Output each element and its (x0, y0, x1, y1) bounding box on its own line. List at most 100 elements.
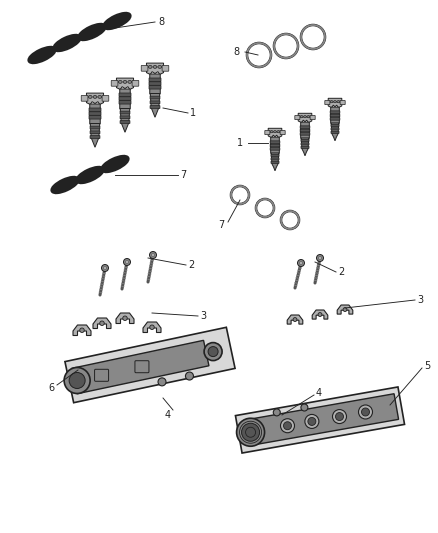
FancyBboxPatch shape (150, 74, 160, 94)
FancyBboxPatch shape (301, 140, 309, 142)
FancyBboxPatch shape (271, 137, 279, 154)
FancyBboxPatch shape (301, 146, 309, 148)
Ellipse shape (158, 66, 162, 68)
Polygon shape (146, 63, 163, 75)
Ellipse shape (98, 95, 102, 98)
FancyBboxPatch shape (120, 116, 130, 119)
Polygon shape (90, 124, 100, 147)
Circle shape (149, 252, 156, 259)
Circle shape (301, 404, 308, 411)
Text: 8: 8 (233, 47, 239, 57)
FancyBboxPatch shape (150, 96, 160, 99)
Ellipse shape (337, 101, 340, 103)
Polygon shape (93, 318, 111, 328)
FancyBboxPatch shape (149, 78, 161, 82)
Text: 3: 3 (200, 311, 206, 321)
FancyBboxPatch shape (340, 100, 345, 104)
Circle shape (280, 419, 294, 433)
FancyBboxPatch shape (301, 143, 309, 145)
Polygon shape (116, 313, 134, 324)
Polygon shape (301, 138, 309, 156)
Ellipse shape (307, 116, 310, 118)
FancyBboxPatch shape (132, 80, 139, 86)
Circle shape (273, 409, 280, 416)
Polygon shape (331, 123, 339, 141)
Circle shape (150, 325, 154, 329)
Polygon shape (318, 256, 322, 260)
FancyBboxPatch shape (330, 118, 340, 120)
Polygon shape (248, 394, 399, 445)
Text: 5: 5 (424, 361, 430, 371)
FancyBboxPatch shape (310, 116, 315, 119)
Polygon shape (71, 341, 209, 394)
Circle shape (343, 308, 347, 311)
Polygon shape (150, 93, 160, 117)
Ellipse shape (330, 101, 333, 103)
Ellipse shape (54, 36, 80, 51)
Text: 3: 3 (417, 295, 423, 305)
FancyBboxPatch shape (300, 126, 310, 128)
FancyBboxPatch shape (331, 128, 339, 130)
Ellipse shape (118, 80, 122, 83)
Ellipse shape (304, 116, 307, 118)
FancyBboxPatch shape (81, 95, 88, 101)
FancyBboxPatch shape (271, 161, 279, 163)
FancyBboxPatch shape (120, 89, 130, 109)
Polygon shape (125, 261, 129, 263)
Polygon shape (151, 254, 155, 256)
Text: 2: 2 (188, 260, 194, 270)
Ellipse shape (29, 47, 55, 62)
Circle shape (64, 367, 90, 393)
FancyBboxPatch shape (111, 80, 118, 86)
Polygon shape (312, 310, 328, 319)
FancyBboxPatch shape (150, 106, 160, 108)
Circle shape (102, 264, 109, 271)
FancyBboxPatch shape (270, 148, 280, 150)
FancyBboxPatch shape (162, 66, 169, 71)
FancyBboxPatch shape (119, 101, 131, 104)
Ellipse shape (104, 13, 130, 28)
Circle shape (317, 254, 324, 262)
Text: 2: 2 (338, 267, 344, 277)
FancyBboxPatch shape (150, 101, 160, 104)
Polygon shape (143, 322, 161, 333)
Circle shape (242, 423, 260, 441)
Ellipse shape (153, 66, 157, 68)
Ellipse shape (88, 95, 92, 98)
Ellipse shape (79, 25, 105, 39)
FancyBboxPatch shape (89, 108, 101, 111)
FancyBboxPatch shape (149, 86, 161, 89)
Circle shape (293, 318, 297, 321)
FancyBboxPatch shape (90, 136, 100, 139)
FancyBboxPatch shape (295, 116, 300, 119)
FancyBboxPatch shape (95, 369, 109, 381)
Text: 7: 7 (218, 220, 224, 230)
Ellipse shape (77, 167, 103, 182)
FancyBboxPatch shape (300, 129, 310, 132)
FancyBboxPatch shape (330, 114, 340, 117)
Circle shape (158, 378, 166, 386)
Ellipse shape (277, 131, 280, 133)
Circle shape (124, 259, 131, 265)
Polygon shape (117, 78, 134, 90)
FancyBboxPatch shape (271, 158, 279, 160)
FancyBboxPatch shape (331, 131, 339, 133)
Circle shape (297, 260, 304, 266)
Polygon shape (73, 325, 91, 335)
FancyBboxPatch shape (90, 104, 100, 124)
Circle shape (185, 372, 194, 380)
FancyBboxPatch shape (270, 144, 280, 147)
Ellipse shape (128, 80, 132, 83)
Ellipse shape (52, 177, 78, 192)
Polygon shape (268, 128, 282, 138)
Ellipse shape (333, 101, 336, 103)
Polygon shape (299, 262, 303, 264)
FancyBboxPatch shape (89, 116, 101, 119)
FancyBboxPatch shape (89, 112, 101, 115)
Polygon shape (86, 93, 103, 104)
FancyBboxPatch shape (265, 131, 270, 135)
Circle shape (358, 405, 372, 419)
Circle shape (237, 418, 265, 446)
Ellipse shape (102, 157, 128, 172)
Text: 1: 1 (237, 138, 243, 148)
